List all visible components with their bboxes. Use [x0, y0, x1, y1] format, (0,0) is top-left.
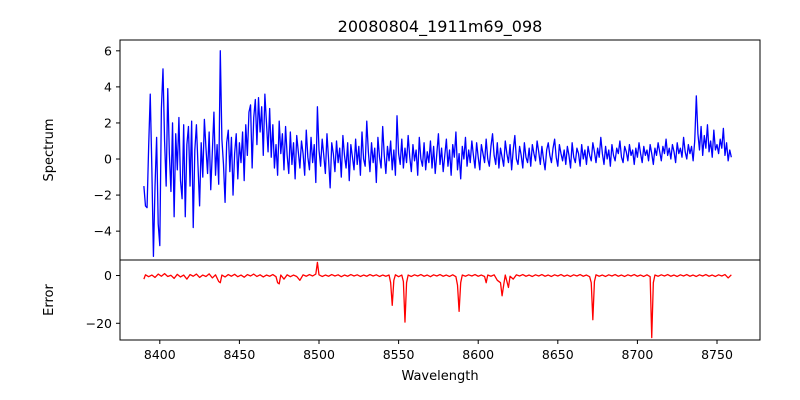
error-plot-area	[143, 261, 732, 339]
xtick-label-8700: 8700	[622, 347, 654, 362]
xtick-label-8400: 8400	[144, 347, 176, 362]
spectrum-panel: −4 −2 0 2 4 6 Spectrum	[42, 39, 761, 261]
error-ytick-label--20: −20	[86, 316, 112, 331]
spectrum-ytick-label--2: −2	[94, 188, 112, 203]
error-panel: −20 0 Error	[42, 259, 761, 341]
x-axis-ticks: 8400 8450 8500 8550 8600 8650 8700 8750	[144, 340, 733, 362]
error-axes-frame	[119, 259, 761, 341]
x-axis-label: Wavelength	[401, 369, 478, 384]
spectrum-y-ticks: −4 −2 0 2 4 6	[94, 43, 120, 239]
error-ytick-label-0: 0	[104, 268, 112, 283]
spectrum-ytick-label-4: 4	[104, 79, 112, 94]
xtick-label-8650: 8650	[542, 347, 574, 362]
spectrum-ytick-label-0: 0	[104, 152, 112, 167]
spectrum-ylabel: Spectrum	[42, 119, 57, 182]
spectrum-ytick-label-2: 2	[104, 115, 112, 130]
error-series-line	[143, 261, 732, 339]
xtick-label-8500: 8500	[303, 347, 335, 362]
error-ylabel: Error	[42, 284, 57, 316]
error-y-ticks: −20 0	[86, 268, 120, 331]
spectrum-ytick-label--4: −4	[94, 224, 112, 239]
xtick-label-8450: 8450	[223, 347, 255, 362]
spectrum-series-line	[143, 50, 732, 258]
xtick-label-8750: 8750	[701, 347, 733, 362]
xtick-label-8600: 8600	[462, 347, 494, 362]
spectrum-ytick-label-6: 6	[104, 43, 112, 58]
spectrum-plot-area	[143, 50, 732, 258]
xtick-label-8550: 8550	[383, 347, 415, 362]
chart-title: 20080804_1911m69_098	[338, 17, 543, 37]
